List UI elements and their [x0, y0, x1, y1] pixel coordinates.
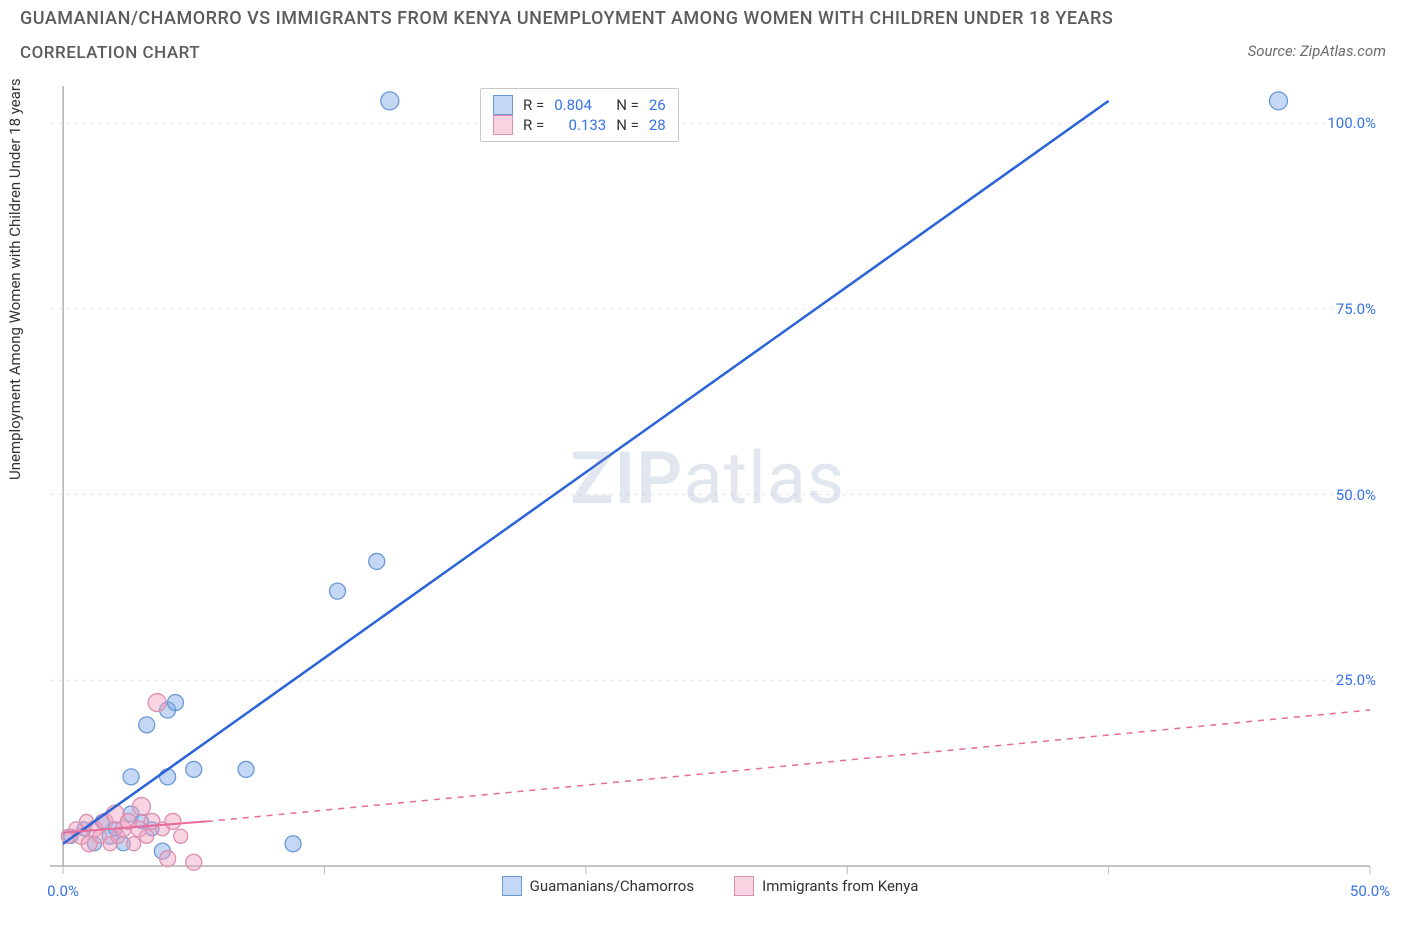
y-tick-label: 25.0% — [1336, 671, 1376, 689]
chart-container: GUAMANIAN/CHAMORRO VS IMMIGRANTS FROM KE… — [0, 0, 1406, 930]
legend-n-val-0: 26 — [649, 96, 666, 114]
legend-n-label-1: N = — [616, 116, 639, 134]
legend-swatch-1 — [493, 115, 513, 135]
legend-swatch-0 — [493, 95, 513, 115]
legend-n-label-0: N = — [616, 96, 639, 114]
legend-r-label-1: R = — [523, 116, 544, 134]
legend-r-label-0: R = — [523, 96, 544, 114]
series-legend-item-1: Immigrants from Kenya — [734, 876, 918, 896]
source-label: Source: ZipAtlas.com — [1248, 42, 1386, 60]
chart-title-line2: CORRELATION CHART — [20, 43, 1386, 63]
legend-row-0: R = 0.804 N = 26 — [493, 95, 666, 115]
legend-r-val-0: 0.804 — [554, 96, 606, 114]
series-legend-item-0: Guamanians/Chamorros — [502, 876, 694, 896]
legend-n-val-1: 28 — [649, 116, 666, 134]
y-tick-label: 75.0% — [1336, 300, 1376, 318]
chart-title-line1: GUAMANIAN/CHAMORRO VS IMMIGRANTS FROM KE… — [20, 8, 1386, 29]
scatter-svg — [50, 86, 1370, 866]
correlation-legend: R = 0.804 N = 26 R = 0.133 N = 28 — [480, 88, 679, 142]
plot-area: 25.0%50.0%75.0%100.0% 0.0%50.0% ZIPatlas… — [50, 86, 1370, 866]
series-legend: Guamanians/Chamorros Immigrants from Ken… — [50, 876, 1370, 896]
title-block: GUAMANIAN/CHAMORRO VS IMMIGRANTS FROM KE… — [20, 8, 1386, 63]
series-name-0: Guamanians/Chamorros — [530, 877, 694, 895]
series-swatch-0 — [502, 876, 522, 896]
y-tick-label: 100.0% — [1327, 114, 1376, 132]
y-tick-label: 50.0% — [1336, 486, 1376, 504]
series-swatch-1 — [734, 876, 754, 896]
y-axis-label: Unemployment Among Women with Children U… — [6, 78, 24, 480]
series-name-1: Immigrants from Kenya — [762, 877, 918, 895]
legend-r-val-1: 0.133 — [554, 116, 606, 134]
legend-row-1: R = 0.133 N = 28 — [493, 115, 666, 135]
